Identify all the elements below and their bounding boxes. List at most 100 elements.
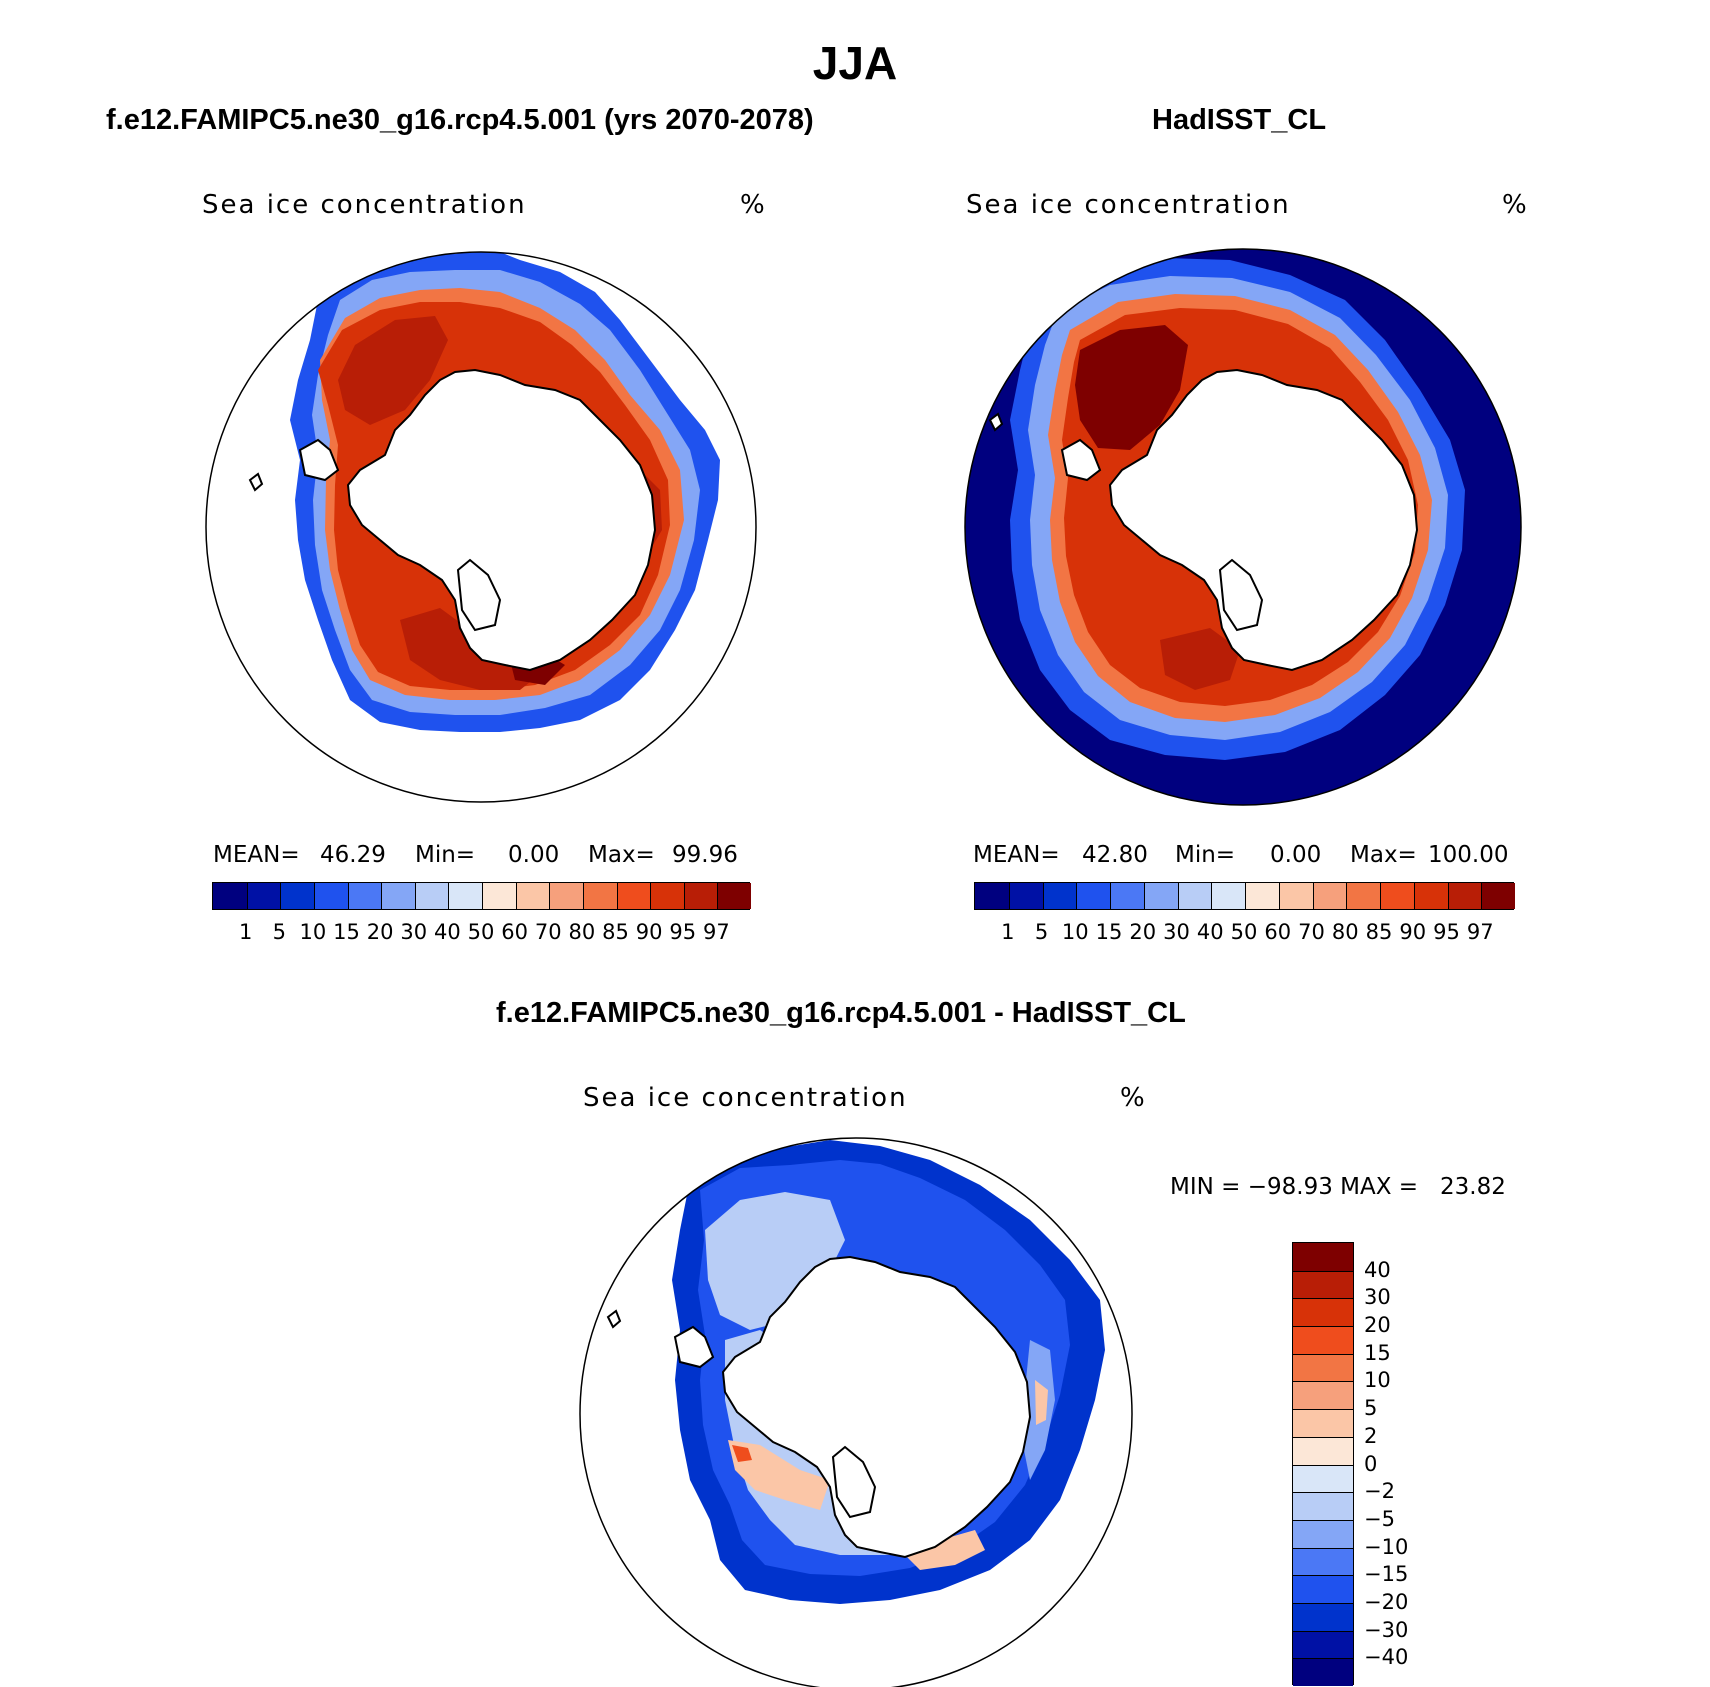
colorbar-swatch — [1293, 1519, 1353, 1548]
colorbar-tick-label: 20 — [1129, 920, 1157, 944]
panel-2-mean-label: MEAN= — [973, 842, 1060, 868]
colorbar-tick-label: −40 — [1364, 1645, 1409, 1670]
colorbar-tick-label: 20 — [366, 920, 394, 944]
colorbar-swatch — [1346, 883, 1380, 909]
colorbar-tick-label: 15 — [1095, 920, 1123, 944]
colorbar-swatch — [1293, 1381, 1353, 1410]
panel-2-min-value: 0.00 — [1270, 842, 1322, 868]
colorbar-swatch — [616, 883, 651, 909]
colorbar-tick-label: 1 — [238, 920, 253, 944]
colorbar-swatch — [313, 883, 348, 909]
colorbar-tick-label: 40 — [1196, 920, 1224, 944]
colorbar-tick-label: 5 — [1034, 920, 1049, 944]
colorbar-tick-label: 5 — [272, 920, 286, 944]
panel-2-mean-value: 42.80 — [1082, 842, 1148, 868]
colorbar-swatch — [549, 883, 583, 909]
colorbar-tick-label: 0 — [1364, 1451, 1378, 1476]
panel-3-title: f.e12.FAMIPC5.ne30_g16.rcp4.5.001 - HadI… — [496, 997, 1186, 1029]
colorbar-swatch — [1177, 883, 1212, 909]
colorbar-swatch — [1293, 1492, 1353, 1520]
panel-1-title: f.e12.FAMIPC5.ne30_g16.rcp4.5.001 (yrs 2… — [106, 104, 814, 136]
map-1-boundary — [205, 251, 757, 803]
panel-3-units: % — [1120, 1083, 1147, 1113]
colorbar-swatch — [1211, 883, 1245, 909]
colorbar-swatch — [650, 883, 684, 909]
panel-1-variable: Sea ice concentration — [202, 190, 527, 220]
map-3-antarctica — [606, 1255, 1032, 1559]
colorbar-swatch — [582, 883, 617, 909]
colorbar-panel-2 — [974, 882, 1515, 910]
colorbar-tick-label: −15 — [1364, 1562, 1409, 1587]
colorbar-tick-label: 5 — [1364, 1396, 1378, 1421]
map-2 — [965, 249, 1521, 805]
panel-1-min-value: 0.00 — [508, 842, 560, 868]
colorbar-swatch — [1293, 1270, 1353, 1299]
colorbar-tick-label: 40 — [434, 920, 461, 944]
colorbar-tick-label: −20 — [1364, 1589, 1409, 1614]
colorbar-swatch — [975, 883, 1009, 909]
colorbar-swatch — [1380, 883, 1414, 909]
colorbar-tick-label: 1 — [1001, 920, 1015, 944]
colorbar-swatch — [1042, 883, 1077, 909]
map-2-antarctica — [988, 368, 1419, 672]
colorbar-swatch — [1293, 1436, 1353, 1465]
colorbar-tick-label: 2 — [1364, 1423, 1378, 1448]
colorbar-swatch — [1293, 1658, 1353, 1686]
panel-2-min-label: Min= — [1175, 842, 1236, 868]
panel-1-min-label: Min= — [415, 842, 476, 868]
colorbar-swatch — [1293, 1326, 1353, 1354]
colorbar-tick-label: 85 — [1365, 920, 1393, 944]
panel-2-title: HadISST_CL — [1152, 104, 1327, 136]
colorbar-tick-label: 80 — [1331, 920, 1359, 944]
colorbar-tick-label: 10 — [1364, 1368, 1391, 1393]
colorbar-swatch — [1245, 883, 1279, 909]
colorbar-tick-label: 85 — [602, 920, 629, 944]
colorbar-swatch — [1293, 1353, 1353, 1382]
colorbar-swatch — [1076, 883, 1110, 909]
colorbar-swatch — [1293, 1547, 1353, 1576]
colorbar-tick-label: 60 — [1264, 920, 1292, 944]
colorbar-swatch — [246, 883, 281, 909]
colorbar-tick-label: 80 — [568, 920, 596, 944]
colorbar-tick-label: 20 — [1364, 1313, 1391, 1338]
colorbar-tick-label: 30 — [1364, 1285, 1391, 1310]
colorbar-tick-label: 60 — [501, 920, 528, 944]
panel-1-mean-label: MEAN= — [213, 842, 300, 868]
colorbar-tick-label: −2 — [1364, 1479, 1395, 1504]
map-1-antarctica — [248, 368, 657, 672]
map-3 — [606, 1140, 1105, 1604]
colorbar-panel-1 — [212, 882, 751, 910]
colorbar-swatch — [280, 883, 314, 909]
colorbar-panel-3 — [1292, 1242, 1354, 1686]
colorbar-swatch — [1293, 1464, 1353, 1493]
colorbar-swatch — [1110, 883, 1144, 909]
panel-2-max-label: Max= — [1350, 842, 1417, 868]
colorbar-panel-2-labels: 1 5 10 15 20 30 40 50 60 70 80 85 90 95 97 — [974, 920, 1514, 946]
colorbar-tick-label: 15 — [333, 920, 360, 944]
panel-1-max-label: Max= — [588, 842, 655, 868]
colorbar-tick-label: 40 — [1364, 1257, 1391, 1282]
colorbar-tick-label: 50 — [1230, 920, 1258, 944]
colorbar-swatch — [683, 883, 718, 909]
colorbar-tick-label: −10 — [1364, 1534, 1409, 1559]
panel-3-minmax: MIN = −98.93 MAX = 23.82 — [1170, 1174, 1506, 1200]
colorbar-tick-label: −30 — [1364, 1617, 1409, 1642]
panel-2-units: % — [1502, 190, 1529, 220]
colorbar-tick-label: 70 — [534, 920, 562, 944]
colorbar-panel-3-labels: 40 30 20 15 10 5 2 0 −2 −5 −10 −15 −20 −30 −40 — [1364, 1242, 1444, 1685]
panel-2-variable: Sea ice concentration — [966, 190, 1291, 220]
colorbar-swatch — [1008, 883, 1043, 909]
colorbar-swatch — [381, 883, 415, 909]
colorbar-swatch — [1447, 883, 1482, 909]
colorbar-swatch — [515, 883, 550, 909]
colorbar-tick-label: 50 — [467, 920, 495, 944]
colorbar-swatch — [1481, 883, 1515, 909]
colorbar-swatch — [1293, 1409, 1353, 1437]
colorbar-swatch — [1312, 883, 1347, 909]
map-1 — [248, 252, 720, 732]
colorbar-tick-label: 10 — [299, 920, 327, 944]
colorbar-tick-label: 30 — [400, 920, 428, 944]
figure-title: JJA — [812, 37, 898, 89]
colorbar-tick-label: 90 — [1399, 920, 1427, 944]
colorbar-tick-label: −5 — [1364, 1506, 1395, 1531]
